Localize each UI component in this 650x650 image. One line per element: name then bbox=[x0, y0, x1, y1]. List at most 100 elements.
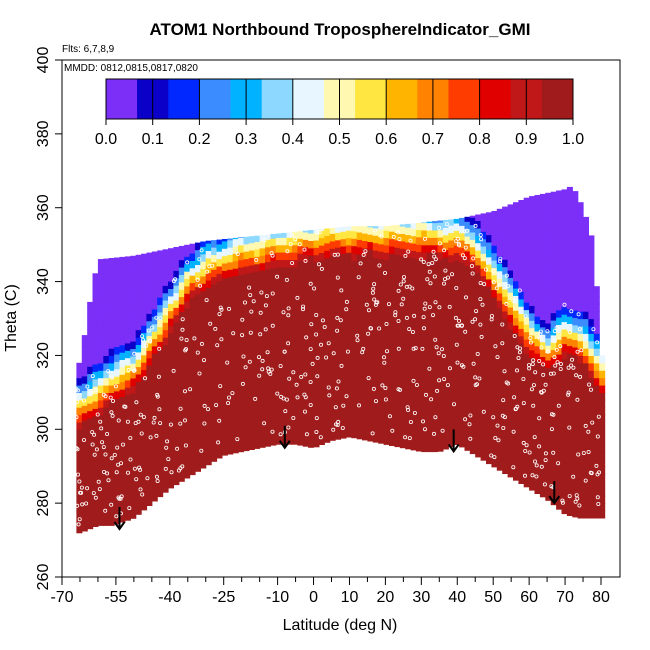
heatmap-cell bbox=[448, 321, 455, 330]
heatmap-cell bbox=[248, 390, 255, 399]
heatmap-cell bbox=[114, 435, 121, 444]
heatmap-cell bbox=[389, 334, 395, 343]
heatmap-cell bbox=[356, 357, 363, 366]
heatmap-cell bbox=[173, 247, 180, 249]
sample-point bbox=[248, 330, 253, 335]
heatmap-cell bbox=[76, 517, 83, 526]
heatmap-cell bbox=[453, 378, 460, 386]
heatmap-cell bbox=[221, 440, 228, 449]
heatmap-cell bbox=[513, 376, 519, 385]
heatmap-cell bbox=[534, 419, 541, 428]
heatmap-cell bbox=[459, 380, 466, 389]
heatmap-cell bbox=[221, 270, 228, 279]
heatmap-cell bbox=[426, 436, 433, 445]
heatmap-cell bbox=[265, 372, 271, 381]
heatmap-cell bbox=[275, 244, 282, 253]
sample-point bbox=[595, 340, 600, 345]
heatmap-cell bbox=[157, 444, 164, 453]
heatmap-cell bbox=[318, 363, 325, 372]
heatmap-cell bbox=[550, 268, 557, 277]
heatmap-cell bbox=[87, 301, 94, 308]
heatmap-cell bbox=[588, 510, 595, 519]
heatmap-cell bbox=[297, 408, 304, 417]
heatmap-cell bbox=[577, 274, 584, 283]
heatmap-cell bbox=[502, 406, 509, 415]
heatmap-cell bbox=[76, 436, 83, 445]
sample-point bbox=[75, 399, 80, 404]
heatmap-cell bbox=[189, 378, 196, 387]
sample-point bbox=[139, 431, 144, 436]
heatmap-cell bbox=[545, 300, 552, 309]
heatmap-cell bbox=[318, 252, 325, 261]
heatmap-cell bbox=[432, 266, 439, 275]
sample-point bbox=[180, 464, 185, 469]
profile-arrow bbox=[113, 506, 126, 531]
heatmap-cell bbox=[356, 372, 363, 381]
heatmap-cell bbox=[151, 331, 158, 340]
heatmap-cell bbox=[491, 267, 498, 276]
heatmap-cell bbox=[513, 214, 519, 223]
sample-point bbox=[175, 446, 180, 451]
heatmap-cell bbox=[572, 502, 579, 510]
heatmap-cell bbox=[108, 399, 115, 408]
heatmap-cell bbox=[124, 269, 131, 277]
heatmap-cell bbox=[92, 393, 99, 402]
heatmap-cell bbox=[550, 379, 557, 388]
x-tick-label: 10 bbox=[341, 589, 359, 606]
dates-note: MMDD: 0812,0815,0817,0820 bbox=[64, 63, 198, 74]
heatmap-cell bbox=[556, 450, 563, 458]
heatmap-cell bbox=[103, 385, 110, 393]
heatmap-cell bbox=[486, 219, 492, 228]
heatmap-cell bbox=[297, 312, 304, 320]
sample-point bbox=[363, 249, 368, 254]
heatmap-cell bbox=[410, 279, 417, 288]
heatmap-cell bbox=[529, 342, 536, 351]
heatmap-cell bbox=[195, 441, 201, 450]
heatmap-cell bbox=[119, 433, 126, 442]
heatmap-cell bbox=[394, 439, 401, 448]
sample-point bbox=[495, 355, 500, 360]
heatmap-cell bbox=[119, 337, 126, 346]
heatmap-cell bbox=[491, 215, 498, 224]
heatmap-cell bbox=[292, 274, 298, 283]
heatmap-cell bbox=[523, 198, 530, 207]
heatmap-cell bbox=[480, 312, 487, 321]
heatmap-cell bbox=[168, 421, 174, 430]
heatmap-cell bbox=[389, 386, 395, 395]
heatmap-cell bbox=[221, 418, 228, 426]
heatmap-cell bbox=[259, 343, 266, 352]
heatmap-cell bbox=[550, 320, 557, 328]
heatmap-cell bbox=[442, 220, 449, 228]
heatmap-cell bbox=[523, 427, 530, 436]
heatmap-cell bbox=[529, 196, 536, 203]
sample-point bbox=[497, 283, 502, 288]
heatmap-cell bbox=[389, 349, 395, 358]
heatmap-cell bbox=[529, 231, 536, 240]
heatmap-cell bbox=[561, 491, 568, 500]
heatmap-cell bbox=[103, 289, 110, 297]
heatmap-cell bbox=[529, 202, 536, 210]
heatmap-cell bbox=[415, 428, 422, 437]
heatmap-cell bbox=[162, 440, 169, 449]
heatmap-cell bbox=[92, 386, 99, 395]
heatmap-cell bbox=[545, 256, 552, 265]
sample-point bbox=[427, 305, 432, 310]
heatmap-cell bbox=[432, 407, 439, 416]
heatmap-cell bbox=[480, 213, 487, 217]
heatmap-cell bbox=[593, 488, 600, 497]
colorbar-swatch bbox=[106, 79, 138, 119]
heatmap-cell bbox=[545, 492, 552, 501]
heatmap-cell bbox=[211, 416, 218, 425]
sample-point bbox=[371, 286, 376, 291]
heatmap-cell bbox=[529, 364, 536, 373]
heatmap-cell bbox=[141, 399, 148, 407]
heatmap-cell bbox=[200, 290, 207, 299]
heatmap-cell bbox=[345, 237, 352, 246]
heatmap-cell bbox=[340, 245, 347, 254]
heatmap-cell bbox=[367, 330, 374, 339]
sample-point bbox=[531, 358, 536, 363]
heatmap-cell bbox=[318, 385, 325, 394]
heatmap-cell bbox=[232, 423, 239, 432]
sample-point bbox=[407, 436, 412, 441]
heatmap-cell bbox=[545, 359, 552, 368]
